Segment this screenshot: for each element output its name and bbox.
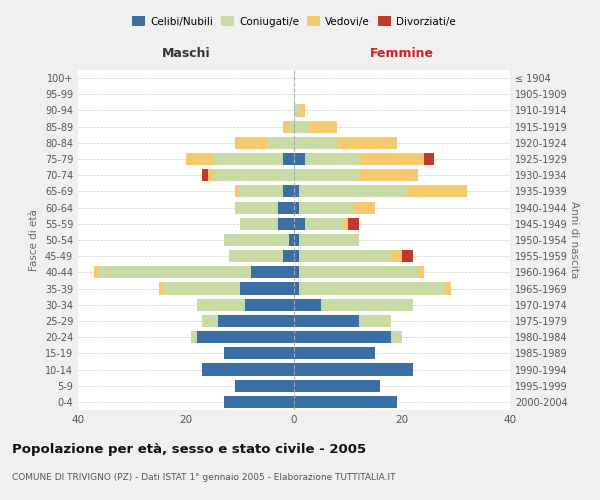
Bar: [294, 348, 375, 360]
Bar: [208, 169, 213, 181]
Bar: [359, 315, 391, 327]
Bar: [202, 169, 208, 181]
Bar: [391, 250, 402, 262]
Bar: [202, 364, 294, 376]
Bar: [305, 218, 343, 230]
Bar: [299, 202, 353, 213]
Bar: [294, 298, 321, 311]
Text: Popolazione per età, sesso e stato civile - 2005: Popolazione per età, sesso e stato civil…: [12, 442, 366, 456]
Bar: [294, 282, 299, 294]
Bar: [294, 234, 299, 246]
Bar: [418, 266, 424, 278]
Bar: [283, 186, 294, 198]
Bar: [224, 396, 294, 408]
Bar: [407, 186, 467, 198]
Bar: [164, 282, 240, 294]
Bar: [424, 153, 434, 165]
Bar: [294, 331, 391, 343]
Bar: [186, 153, 213, 165]
Bar: [100, 266, 251, 278]
Bar: [278, 202, 294, 213]
Bar: [289, 120, 294, 132]
Bar: [445, 282, 451, 294]
Bar: [251, 266, 294, 278]
Bar: [267, 137, 294, 149]
Bar: [278, 218, 294, 230]
Bar: [321, 298, 413, 311]
Text: Maschi: Maschi: [161, 48, 211, 60]
Bar: [235, 137, 267, 149]
Bar: [229, 250, 283, 262]
Bar: [294, 137, 337, 149]
Bar: [294, 120, 310, 132]
Y-axis label: Anni di nascita: Anni di nascita: [569, 202, 579, 278]
Bar: [283, 120, 289, 132]
Bar: [299, 234, 359, 246]
Bar: [213, 153, 283, 165]
Bar: [294, 218, 305, 230]
Bar: [294, 380, 380, 392]
Bar: [294, 315, 359, 327]
Bar: [283, 250, 294, 262]
Bar: [294, 186, 299, 198]
Bar: [343, 218, 348, 230]
Bar: [402, 250, 413, 262]
Bar: [245, 298, 294, 311]
Bar: [299, 250, 391, 262]
Bar: [294, 266, 299, 278]
Bar: [294, 202, 299, 213]
Bar: [235, 202, 278, 213]
Bar: [310, 120, 337, 132]
Bar: [202, 315, 218, 327]
Text: COMUNE DI TRIVIGNO (PZ) - Dati ISTAT 1° gennaio 2005 - Elaborazione TUTTITALIA.I: COMUNE DI TRIVIGNO (PZ) - Dati ISTAT 1° …: [12, 472, 395, 482]
Bar: [305, 153, 359, 165]
Bar: [299, 104, 305, 117]
Bar: [240, 282, 294, 294]
Bar: [240, 218, 278, 230]
Bar: [299, 282, 445, 294]
Bar: [197, 298, 245, 311]
Bar: [294, 396, 397, 408]
Bar: [191, 331, 197, 343]
Bar: [240, 186, 283, 198]
Bar: [224, 348, 294, 360]
Bar: [391, 331, 402, 343]
Bar: [299, 186, 407, 198]
Bar: [94, 266, 100, 278]
Bar: [359, 169, 418, 181]
Bar: [353, 202, 375, 213]
Bar: [359, 153, 424, 165]
Bar: [283, 153, 294, 165]
Bar: [337, 137, 397, 149]
Bar: [218, 315, 294, 327]
Bar: [289, 234, 294, 246]
Legend: Celibi/Nubili, Coniugati/e, Vedovi/e, Divorziati/e: Celibi/Nubili, Coniugati/e, Vedovi/e, Di…: [128, 12, 460, 31]
Bar: [294, 153, 305, 165]
Bar: [224, 234, 289, 246]
Text: Femmine: Femmine: [370, 48, 434, 60]
Bar: [197, 331, 294, 343]
Y-axis label: Fasce di età: Fasce di età: [29, 209, 39, 271]
Bar: [299, 266, 418, 278]
Bar: [294, 250, 299, 262]
Bar: [235, 380, 294, 392]
Bar: [213, 169, 294, 181]
Bar: [235, 186, 240, 198]
Bar: [294, 169, 359, 181]
Bar: [159, 282, 164, 294]
Bar: [294, 364, 413, 376]
Bar: [294, 104, 299, 117]
Bar: [348, 218, 359, 230]
